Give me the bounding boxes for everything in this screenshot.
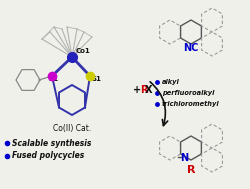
- Text: Co1: Co1: [76, 48, 90, 54]
- Text: X: X: [145, 85, 152, 95]
- Text: +: +: [132, 85, 140, 95]
- Text: alkyl: alkyl: [161, 79, 179, 85]
- Text: NC: NC: [182, 43, 198, 53]
- Text: S1: S1: [92, 76, 102, 82]
- Text: Scalable synthesis: Scalable synthesis: [12, 139, 91, 147]
- Text: Co(II) Cat.: Co(II) Cat.: [53, 124, 91, 133]
- Text: Fused polycycles: Fused polycycles: [12, 152, 84, 160]
- Text: perfluoroalkyl: perfluoroalkyl: [161, 90, 214, 96]
- Text: R: R: [140, 85, 147, 95]
- Text: R: R: [186, 165, 194, 175]
- Text: trichloromethyl: trichloromethyl: [161, 101, 219, 107]
- Text: N: N: [179, 153, 187, 163]
- Text: P1: P1: [48, 76, 58, 82]
